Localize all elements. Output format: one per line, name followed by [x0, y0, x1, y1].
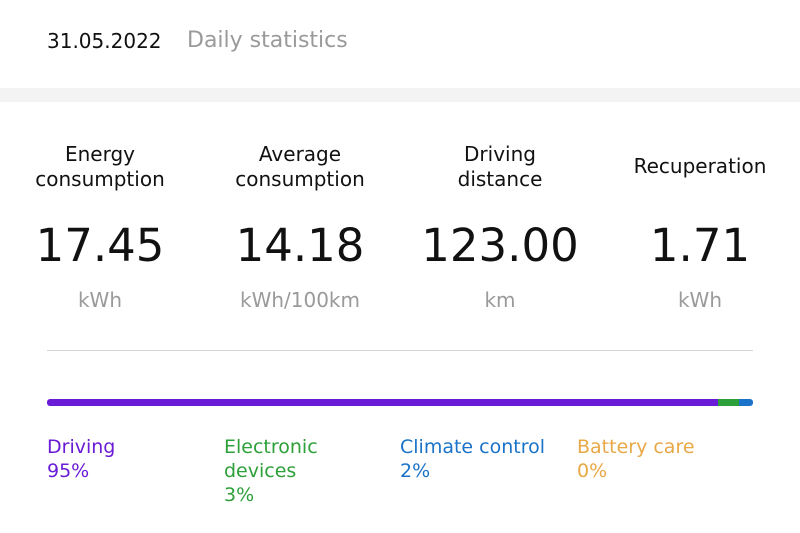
legend-percent: 3% [224, 484, 255, 506]
page-title[interactable]: Daily statistics [187, 28, 348, 53]
stat-value: 17.45 [35, 219, 165, 272]
stat-unit: km [484, 288, 516, 312]
date-label[interactable]: 31.05.2022 [47, 29, 162, 53]
stat-unit: kWh [77, 288, 123, 312]
header: 31.05.2022 Daily statistics [0, 0, 800, 88]
legend-climate-control: Climate control 2% [400, 435, 545, 483]
legend-percent: 2% [400, 460, 431, 482]
stat-label: Average consumption [235, 142, 365, 191]
legend-percent: 95% [47, 460, 90, 482]
stat-unit: kWh [677, 288, 723, 312]
stat-value: 14.18 [235, 219, 365, 272]
legend-driving: Driving 95% [47, 435, 115, 483]
stat-label: Recuperation [633, 154, 767, 178]
stat-label: Driving distance [457, 142, 543, 191]
legend-name: Battery care [577, 436, 695, 458]
legend-name: Driving [47, 436, 116, 458]
stat-label: Energy consumption [35, 142, 165, 191]
legend-battery-care: Battery care 0% [577, 435, 695, 483]
bar-segment-electronic-devices [717, 399, 739, 406]
section-separator [0, 88, 800, 102]
stat-unit: kWh/100km [239, 288, 360, 312]
consumption-breakdown-bar [47, 399, 753, 406]
stat-value: 123.00 [421, 219, 579, 272]
legend-name: Electronic devices [224, 436, 318, 482]
legend-name: Climate control [400, 436, 546, 458]
stats-section: Energy consumption 17.45 kWh Average con… [0, 102, 800, 342]
stat-value: 1.71 [649, 219, 751, 272]
legend-electronic-devices: Electronic devices 3% [224, 435, 318, 507]
divider [47, 350, 753, 351]
legend-percent: 0% [577, 460, 608, 482]
bar-segment-driving [47, 399, 718, 406]
bar-segment-climate-control [738, 399, 753, 406]
